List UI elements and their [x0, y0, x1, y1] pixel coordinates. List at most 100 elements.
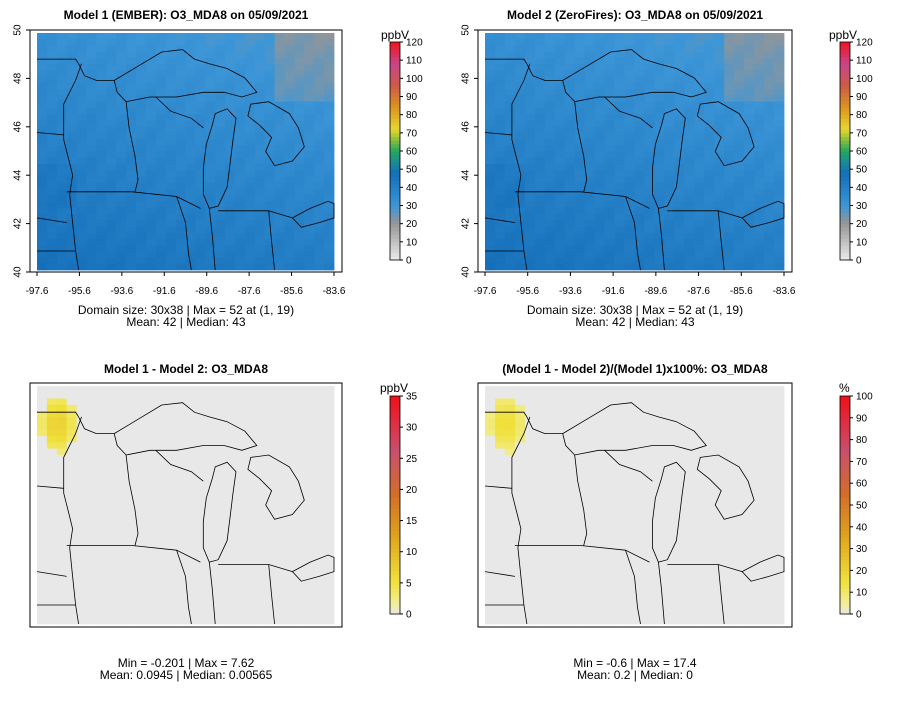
- state-border: [514, 191, 650, 209]
- colorbar-tick-label: 60: [856, 147, 868, 158]
- y-axis: 40 42 44 46 48 50: [461, 24, 478, 278]
- state-border: [717, 564, 725, 625]
- stats-line-1: Domain size: 30x38 | Max = 52 at (1, 19): [526, 303, 744, 317]
- state-border: [268, 564, 275, 625]
- lake-michigan: [202, 108, 237, 209]
- x-tick-label: -89.6: [195, 286, 218, 297]
- colorbar-unit: ppbV: [829, 28, 858, 42]
- state-border: [36, 485, 64, 489]
- state-border: [37, 411, 79, 418]
- lake-michigan: [652, 461, 686, 563]
- state-border: [574, 101, 588, 192]
- colorbar-tick-label: 20: [856, 219, 868, 230]
- lake-superior: [562, 402, 707, 456]
- colorbar-tick-label: 10: [406, 237, 418, 248]
- y-tick-label: 40: [461, 266, 472, 278]
- colorbar-tick-label: 90: [406, 92, 418, 103]
- colorbar-tick-label: 80: [856, 110, 868, 121]
- x-tick-label: -97.6: [474, 286, 497, 297]
- y-axis: 40 42 44 46 48 50: [13, 24, 30, 278]
- colorbar-tick-label: 20: [856, 566, 868, 577]
- colorbar-tick-label: 20: [406, 219, 418, 230]
- map-boundaries: [484, 402, 785, 625]
- x-tick-label: -91.6: [602, 286, 625, 297]
- colorbar-tick-label: 90: [856, 92, 868, 103]
- state-border: [484, 485, 512, 489]
- field-cells: [485, 33, 785, 271]
- map-boundaries: [484, 49, 785, 271]
- colorbar-tick-label: 100: [856, 74, 873, 85]
- state-border: [484, 571, 515, 577]
- stats-line-1: Min = -0.6 | Max = 17.4: [573, 656, 697, 670]
- colorbar-tick-label: 30: [406, 201, 418, 212]
- colorbar-tick-label: 30: [856, 201, 868, 212]
- colorbar-tick-label: 25: [406, 454, 418, 465]
- field-cells: [485, 386, 785, 625]
- plot-frame: [29, 29, 343, 273]
- state-border: [125, 101, 139, 192]
- x-tick-label: -97.6: [26, 286, 49, 297]
- state-border: [485, 58, 528, 65]
- y-tick-label: 42: [13, 218, 24, 230]
- colorbar-unit: ppbV: [381, 28, 410, 42]
- state-border: [526, 63, 563, 81]
- state-border: [485, 411, 528, 418]
- colorbar: 0 10 20 30 40 50 60 70 80 90 100 110 120: [389, 38, 423, 267]
- colorbar-tick-label: 10: [856, 588, 868, 599]
- x-tick-label: -93.6: [110, 286, 133, 297]
- lake-huron: [696, 101, 755, 167]
- state-border: [514, 545, 650, 563]
- colorbar-tick-label: 0: [406, 256, 412, 267]
- state-border: [37, 58, 79, 65]
- lake-erie: [291, 554, 335, 582]
- state-border: [511, 416, 531, 625]
- colorbar: 0 10 20 30 40 50 60 70 80 90 100 110 120: [839, 38, 873, 267]
- y-tick-label: 48: [461, 72, 472, 84]
- colorbar-tick-label: 80: [406, 110, 418, 121]
- x-tick-label: -93.6: [559, 286, 582, 297]
- state-border: [604, 450, 653, 482]
- state-border: [36, 217, 67, 223]
- plot-frame: [477, 29, 793, 273]
- colorbar-tick-label: 50: [406, 165, 418, 176]
- y-tick-label: 40: [13, 266, 24, 278]
- colorbar-tick-label: 70: [856, 457, 868, 468]
- state-border: [63, 416, 82, 625]
- stats-line-2: Mean: 42 | Median: 43: [126, 315, 246, 329]
- state-border: [36, 571, 67, 577]
- x-tick-label: -87.6: [238, 286, 261, 297]
- y-tick-label: 48: [13, 72, 24, 84]
- state-border: [574, 454, 588, 546]
- state-border: [36, 132, 64, 136]
- state-border: [78, 63, 115, 81]
- state-border: [526, 416, 563, 434]
- y-tick-label: 50: [461, 24, 472, 36]
- colorbar-tick-label: 5: [406, 578, 412, 589]
- plot-frame: [29, 382, 343, 628]
- panel-title: Model 1 - Model 2: O3_MDA8: [103, 362, 269, 376]
- colorbar-tick-label: 100: [856, 392, 873, 403]
- colorbar-tick-label: 70: [856, 128, 868, 139]
- field-cells: [37, 386, 335, 625]
- state-border: [208, 562, 216, 625]
- state-border: [717, 210, 725, 271]
- state-border: [658, 208, 665, 271]
- colorbar-tick-label: 0: [406, 610, 412, 621]
- state-border: [208, 208, 216, 271]
- panel-title: Model 1 (EMBER): O3_MDA8 on 05/09/2021: [63, 8, 309, 22]
- colorbar-tick-label: 100: [406, 74, 423, 85]
- colorbar-tick-label: 110: [856, 56, 872, 67]
- lake-huron: [247, 101, 305, 167]
- x-axis: -97.6 -95.6 -93.6 -91.6 -89.6 -87.6 -85.6 -83.6: [26, 272, 346, 297]
- colorbar-tick-label: 40: [856, 183, 868, 194]
- stats-line-1: Min = -0.201 | Max = 7.62: [117, 656, 255, 670]
- state-border: [625, 196, 641, 271]
- y-tick-label: 44: [13, 169, 24, 181]
- state-border: [484, 217, 515, 223]
- x-tick-label: -87.6: [687, 286, 710, 297]
- x-tick-label: -95.6: [68, 286, 91, 297]
- stats-line-2: Mean: 42 | Median: 43: [575, 315, 695, 329]
- y-tick-label: 46: [461, 121, 472, 133]
- lake-superior: [113, 402, 258, 456]
